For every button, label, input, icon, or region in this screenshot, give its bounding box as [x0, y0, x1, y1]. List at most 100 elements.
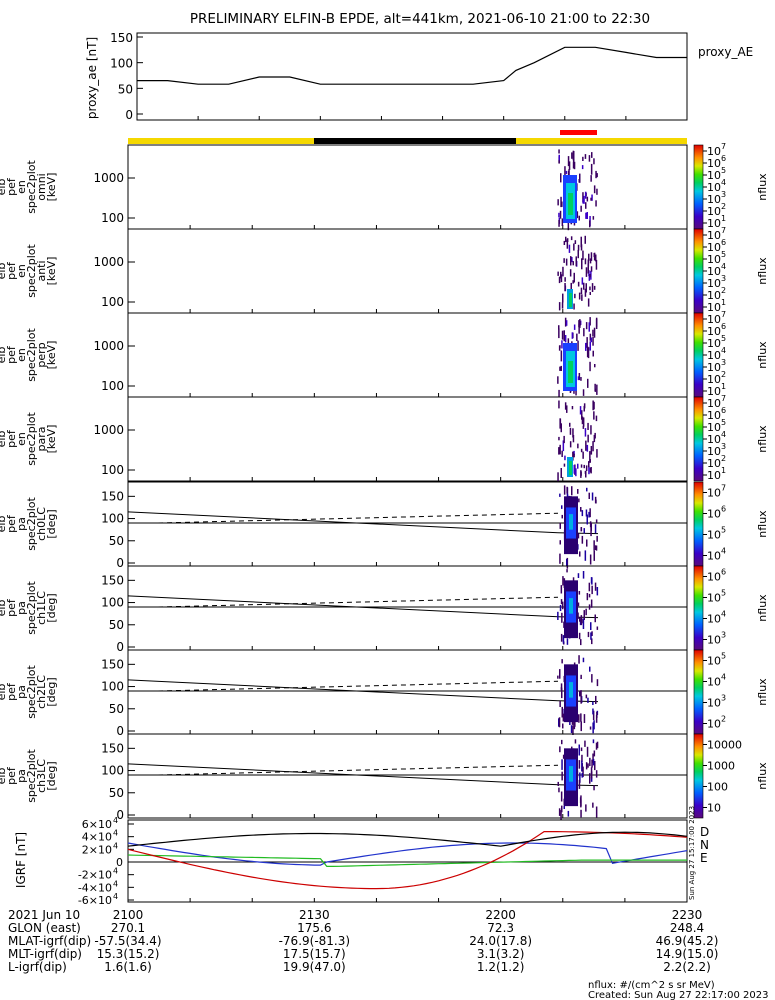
spectrogram-pixel	[578, 632, 581, 640]
anti-loss-cone-line	[157, 680, 559, 692]
spectrogram-pixel	[592, 216, 595, 220]
colorbar-tick-exponent: 3	[721, 694, 726, 703]
spectrogram-pixel	[573, 453, 575, 458]
ytick-label: 100	[101, 379, 124, 393]
spectrogram-pixel	[583, 328, 585, 337]
proxy-ae-line	[137, 46, 687, 85]
spectrogram-pixel	[571, 152, 573, 159]
spectrogram-pixel	[580, 747, 583, 752]
spectrogram-pixel	[592, 722, 594, 734]
spectrogram-pixel	[558, 212, 560, 218]
colorbar-label-text: nflux	[756, 173, 769, 201]
spectrogram-pixel	[596, 626, 599, 630]
ytick-label: 100	[101, 596, 124, 610]
spectrogram-pixel	[592, 710, 595, 720]
spectrogram-pixel	[595, 317, 598, 327]
spectrogram-pixel	[579, 321, 581, 327]
spectrogram-pixel	[587, 378, 589, 388]
colorbar-tick-exponent: 5	[721, 418, 726, 427]
spectrogram-pixel	[581, 416, 584, 425]
spectrogram-pixel	[591, 585, 593, 595]
spectrogram-pixel	[578, 373, 581, 381]
colorbar-tick-exponent: 5	[721, 526, 726, 535]
created-note: Created: Sun Aug 27 22:17:00 2023	[588, 990, 768, 1000]
colorbar-tick-label: 10	[707, 181, 721, 194]
spectrogram-pixel	[594, 496, 597, 504]
panel-frame	[127, 228, 688, 314]
colorbar-label: nflux	[756, 341, 769, 369]
spectrogram-pixel	[569, 441, 572, 448]
ylabel-line: [keV]	[45, 341, 58, 370]
spectrogram-pixel	[566, 558, 568, 566]
proxy-ae-ylabel: proxy_ae [nT]	[85, 37, 99, 119]
spectrogram-pixel	[594, 524, 597, 534]
spectrogram-pixel	[585, 202, 587, 209]
spectrogram-pixel	[576, 333, 578, 341]
proxy-ae-ytick-label: 50	[118, 82, 133, 96]
spectrogram-pixel	[566, 405, 568, 413]
ylabel-line: elb	[0, 431, 8, 448]
spectrogram-pixel	[562, 754, 565, 759]
spectrogram-pixel	[590, 599, 593, 608]
spectrogram-pixel	[574, 293, 576, 299]
colorbar-tick-exponent: 3	[721, 274, 726, 283]
spectrogram-pixel	[562, 723, 564, 729]
spectrogram-pixel	[561, 759, 563, 770]
spectrogram-pixel	[572, 428, 574, 438]
spectrogram-pixel	[581, 760, 583, 772]
igrf-ytick-exponent: 4	[113, 892, 118, 901]
spectrogram-pixel	[589, 451, 591, 462]
spectrogram-pixel	[595, 715, 598, 723]
spectrogram-pixel	[594, 383, 596, 392]
spectrogram-pixel	[566, 238, 569, 242]
spectrogram-pixel	[558, 159, 560, 164]
colorbar-tick-exponent: 6	[721, 406, 726, 415]
spectrogram-core	[568, 193, 573, 215]
spectrogram-pixel	[572, 150, 575, 161]
ylabel-line: spec2plot	[25, 244, 38, 298]
colorbar-tick-label: 10	[707, 445, 721, 458]
spectrogram-pixel	[588, 582, 591, 592]
ytick-label: 150	[101, 657, 124, 671]
spectrogram-pixel	[564, 277, 566, 282]
spectrogram-pixel	[578, 323, 580, 334]
colorbar-tick-exponent: 4	[721, 673, 726, 682]
spectrogram-pixel	[589, 773, 591, 784]
spectrogram-pixel	[563, 621, 565, 628]
spectrogram-pixel	[559, 444, 561, 455]
colorbar-tick-label: 100	[707, 781, 728, 794]
units-note: nflux: #/(cm^2 s sr MeV)	[588, 980, 715, 991]
spectrogram-pixel	[587, 298, 590, 307]
colorbar-tick-label: 10	[707, 253, 721, 266]
spectrogram-pixel	[573, 464, 575, 474]
colorbar-tick-label: 10	[707, 313, 721, 326]
spectrogram-pixel	[584, 258, 587, 265]
spectrogram-pixel	[580, 690, 582, 697]
spectrogram-pixel	[557, 271, 559, 276]
spectrogram-pixel	[572, 451, 574, 461]
spectrogram-pixel	[590, 425, 592, 435]
colorbar-tick-exponent: 2	[721, 370, 726, 379]
colorbar-tick-label: 10	[707, 508, 721, 521]
spectrogram-pixel	[580, 244, 583, 251]
proxy-ae-ytick-label: 100	[110, 57, 133, 71]
spectrogram-pixel	[577, 340, 579, 351]
spectrogram-pixel	[584, 191, 587, 199]
spectrogram-pixel	[587, 631, 590, 638]
loss-cone-line	[127, 595, 559, 618]
spectrogram-pixel	[558, 154, 560, 161]
spectrogram-pixel	[585, 322, 588, 330]
spectrogram-pixel	[561, 612, 563, 623]
spectrogram-pixel	[593, 185, 596, 194]
colorbar-tick-exponent: 6	[721, 568, 726, 577]
spectrogram-pixel	[575, 256, 577, 267]
spectrogram-pixel	[586, 212, 588, 219]
colorbar-tick-label: 10	[707, 655, 721, 668]
spectrogram-pixel	[566, 638, 569, 645]
colorbar-label-text: nflux	[756, 425, 769, 453]
spectrogram-pixel	[580, 721, 582, 732]
spectrogram-pixel	[580, 236, 582, 248]
spectrogram-pixel	[582, 618, 585, 629]
